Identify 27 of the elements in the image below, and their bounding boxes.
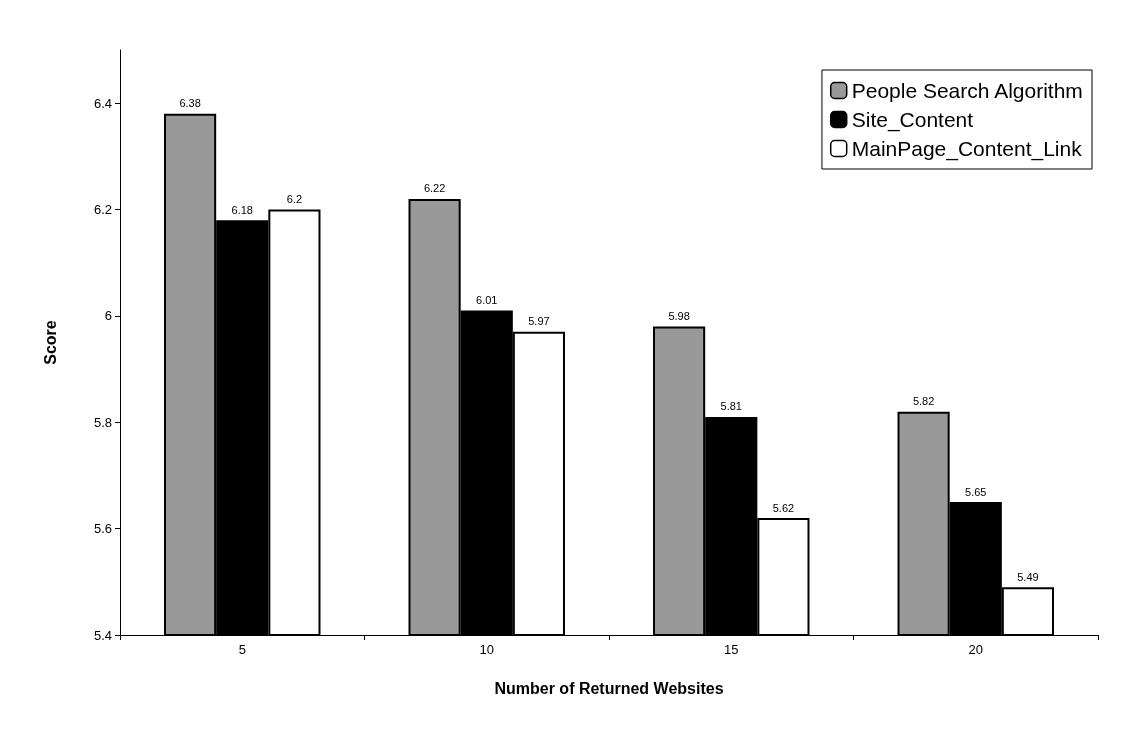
data-label: 6.38	[179, 97, 201, 110]
data-label: 6.22	[423, 182, 446, 195]
data-label: 6.2	[286, 193, 303, 206]
x-axis-title: Number of Returned Websites	[494, 679, 724, 697]
x-tick-label: 5	[238, 642, 246, 657]
legend-label: People Search Algorithm	[851, 79, 1083, 102]
x-tick-label: 15	[724, 642, 739, 657]
x-tick-label: 20	[968, 642, 983, 657]
data-label: 6.01	[476, 294, 498, 307]
legend-label: MainPage_Content_Link	[851, 137, 1083, 161]
y-tick-label: 5.6	[93, 521, 112, 537]
y-tick-label: 6.4	[93, 95, 112, 111]
data-label: 5.97	[528, 315, 550, 328]
legend-label: Site_Content	[851, 108, 974, 132]
y-tick-label: 5.4	[93, 627, 112, 643]
data-label: 5.81	[720, 400, 742, 413]
data-label: 5.98	[668, 310, 690, 323]
x-tick-label: 10	[479, 642, 494, 657]
data-label: 5.65	[965, 485, 987, 498]
y-tick-label: 5.8	[93, 414, 112, 430]
y-axis-title: Score	[41, 320, 59, 365]
data-label: 5.49	[1017, 570, 1039, 583]
data-label: 6.18	[231, 203, 253, 216]
y-tick-label: 6	[104, 308, 112, 324]
data-label: 5.62	[772, 501, 795, 514]
y-tick-label: 6.2	[93, 202, 112, 218]
data-label: 5.82	[912, 395, 935, 408]
